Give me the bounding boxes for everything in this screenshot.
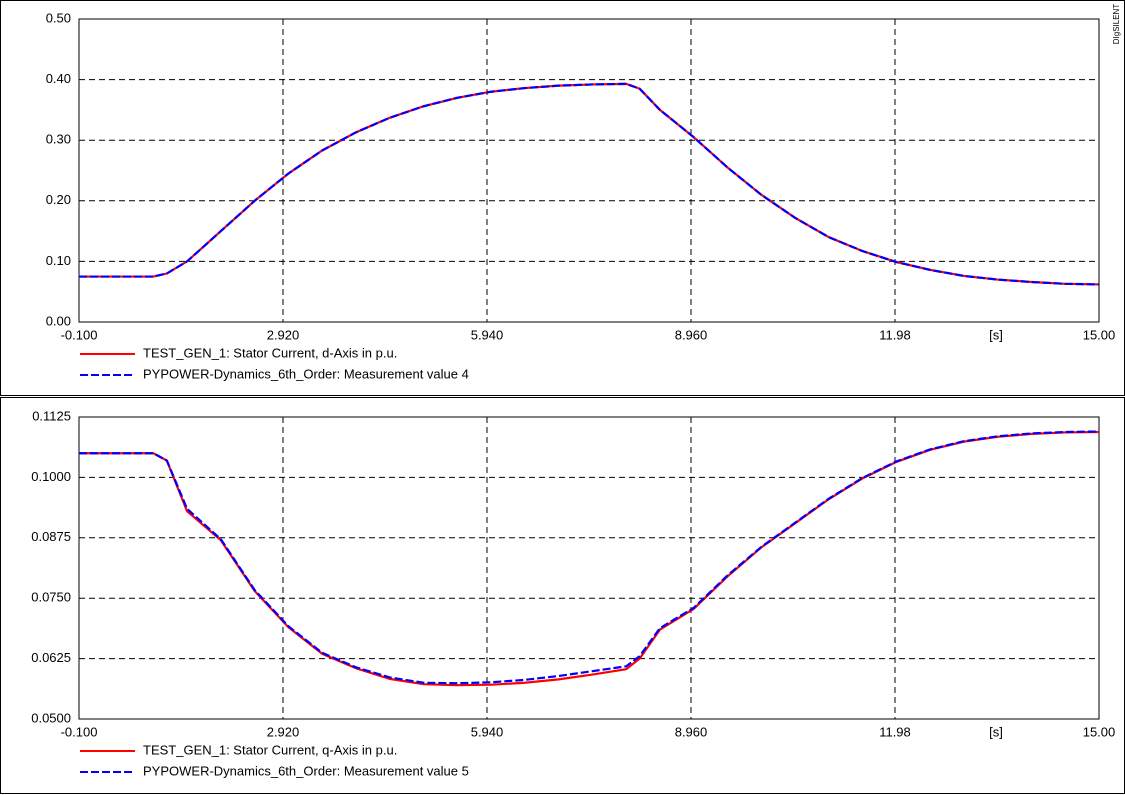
bottom-panel <box>0 397 1125 794</box>
legend-label: PYPOWER-Dynamics_6th_Order: Measurement … <box>143 763 469 778</box>
y-tick-label: 0.1000 <box>31 469 71 484</box>
y-tick-label: 0.0625 <box>31 650 71 665</box>
x-tick-label: 11.98 <box>879 327 911 342</box>
x-tick-label: -0.100 <box>61 724 98 739</box>
series-line <box>79 82 1100 286</box>
x-tick-label: 5.940 <box>471 327 504 342</box>
legend-label: TEST_GEN_1: Stator Current, q-Axis in p.… <box>143 742 397 757</box>
y-tick-label: 0.20 <box>46 192 71 207</box>
legend-label: PYPOWER-Dynamics_6th_Order: Measurement … <box>143 366 469 381</box>
x-axis-unit: [s] <box>989 724 1003 739</box>
x-tick-label: 11.98 <box>879 724 911 739</box>
x-tick-label: 8.960 <box>675 724 708 739</box>
x-tick-label: -0.100 <box>61 327 98 342</box>
x-axis-unit: [s] <box>989 327 1003 342</box>
y-tick-label: 0.1125 <box>32 408 71 423</box>
x-tick-label: 15.00 <box>1083 724 1116 739</box>
legend-label: TEST_GEN_1: Stator Current, d-Axis in p.… <box>143 345 397 360</box>
top-panel <box>0 0 1125 396</box>
y-tick-label: 0.30 <box>46 132 71 147</box>
plot-frame <box>78 18 1100 323</box>
x-tick-label: 8.960 <box>675 327 708 342</box>
x-tick-label: 15.00 <box>1083 327 1116 342</box>
y-tick-label: 0.10 <box>46 253 71 268</box>
x-tick-label: 2.920 <box>267 327 300 342</box>
y-tick-label: 0.00 <box>46 313 71 328</box>
x-tick-label: 5.940 <box>471 724 504 739</box>
watermark: DIgSILENT <box>1112 4 1121 45</box>
y-tick-label: 0.0875 <box>31 529 71 544</box>
y-tick-label: 0.40 <box>46 71 71 86</box>
y-tick-label: 0.50 <box>46 10 71 25</box>
series-line <box>79 430 1100 685</box>
y-tick-label: 0.0750 <box>31 590 71 605</box>
y-tick-label: 0.0500 <box>31 710 71 725</box>
plot-frame <box>78 416 1100 720</box>
x-tick-label: 2.920 <box>267 724 300 739</box>
